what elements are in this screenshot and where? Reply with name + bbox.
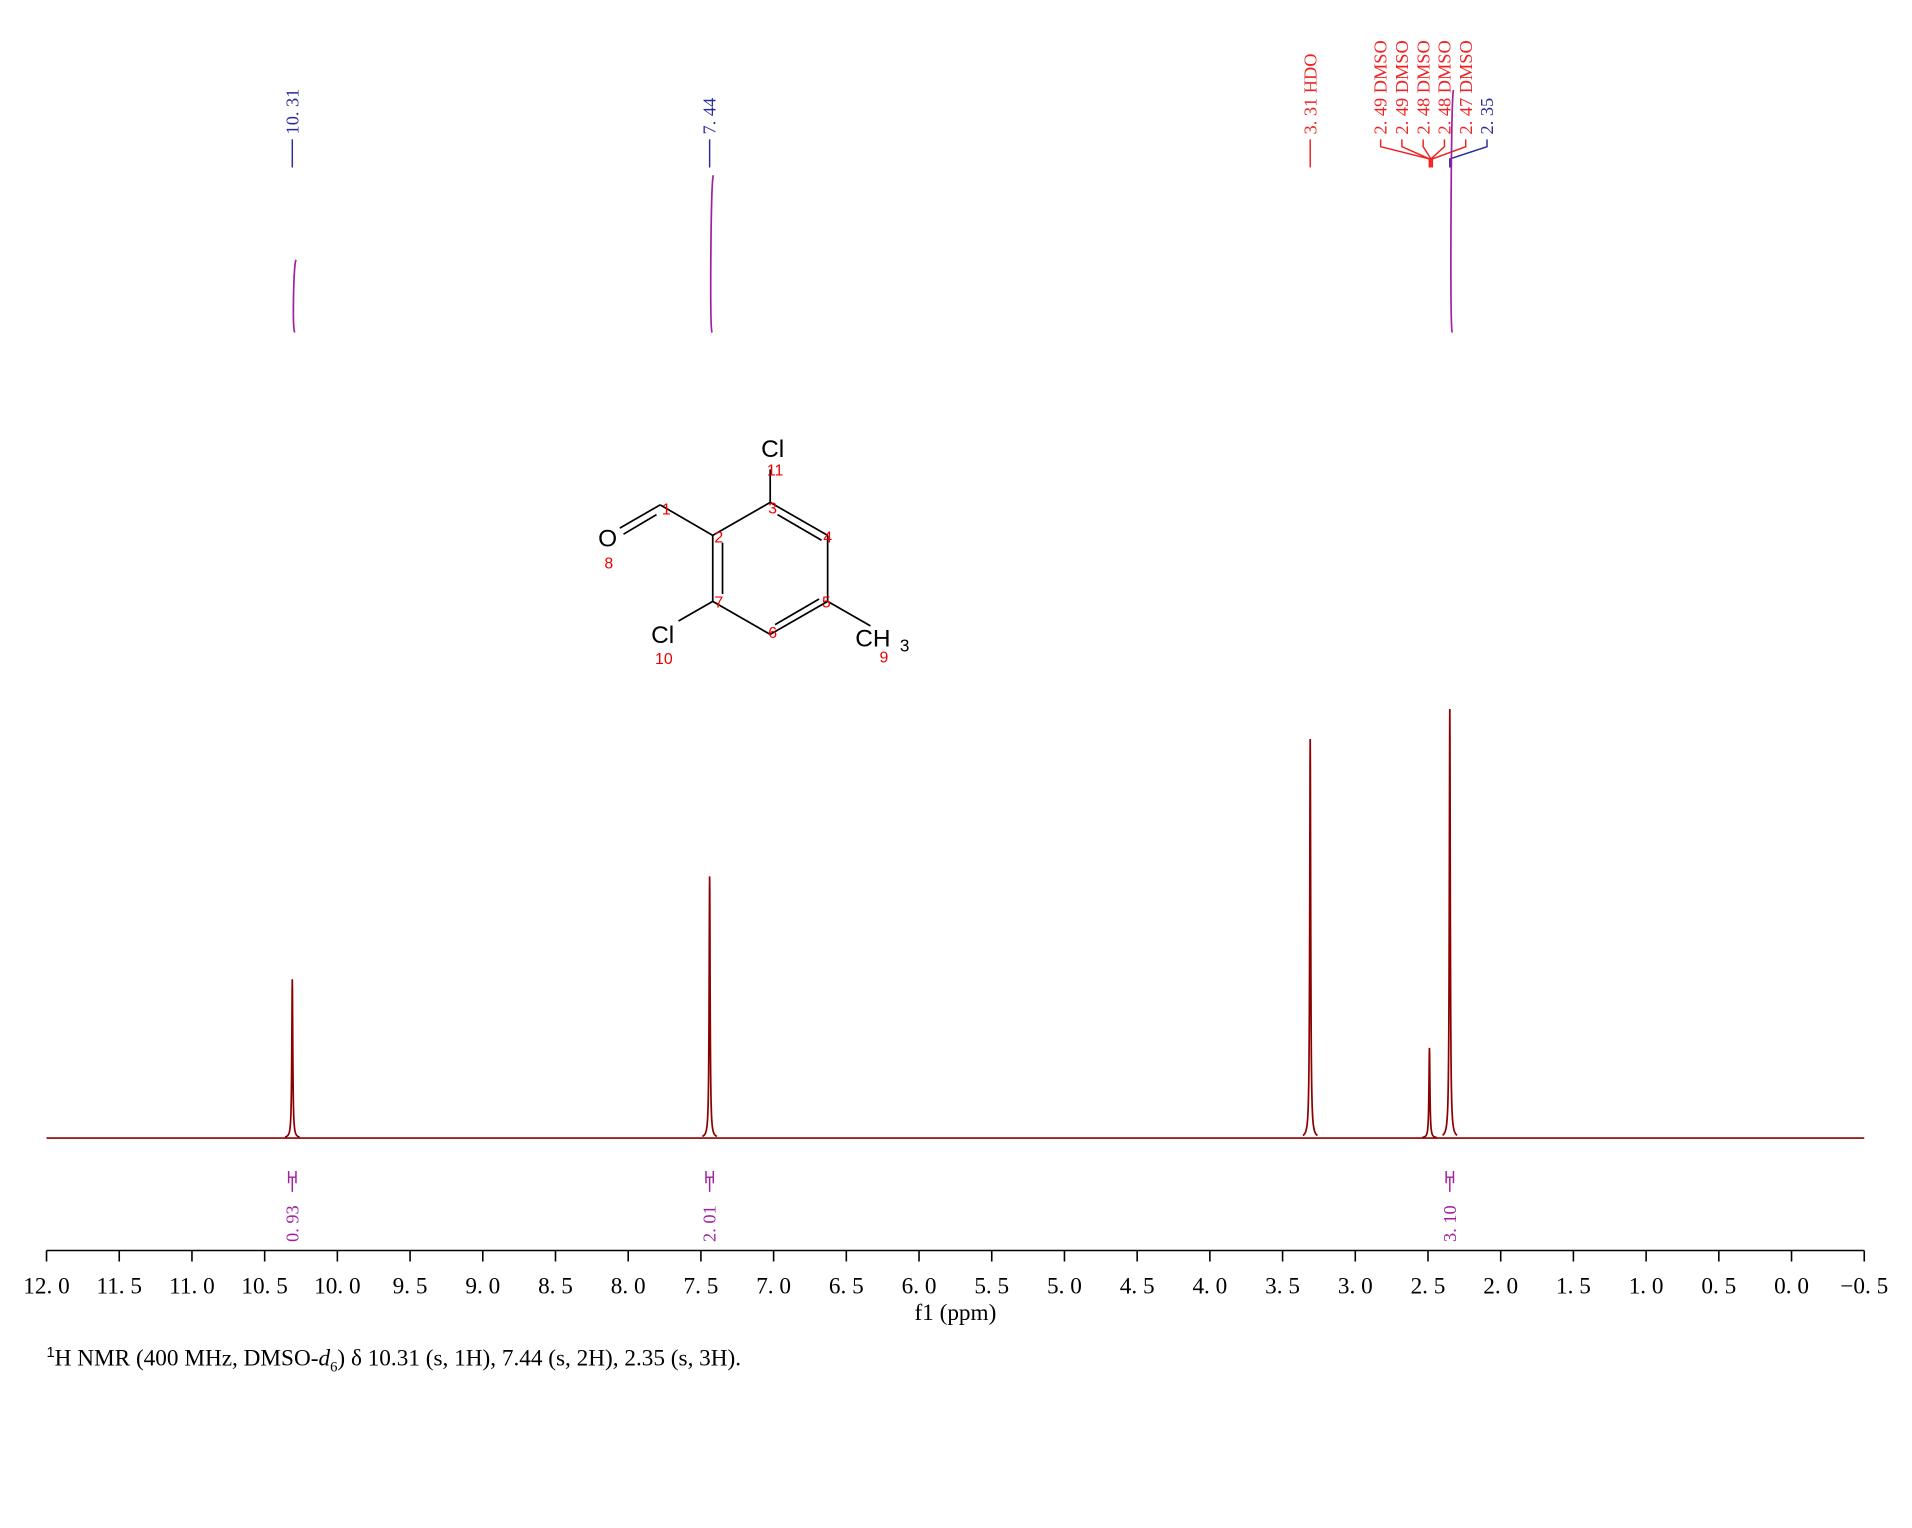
peak	[701, 876, 718, 1138]
atom-label: 3	[900, 637, 910, 656]
x-tick-label: 9. 0	[465, 1273, 500, 1299]
caption-italic: d	[318, 1345, 330, 1371]
x-tick-label: 1. 0	[1629, 1273, 1664, 1299]
x-tick-label: 2. 5	[1411, 1273, 1446, 1299]
peak-label-leader	[1379, 139, 1431, 168]
peak	[284, 979, 300, 1138]
peak-label-leader	[1430, 139, 1446, 168]
atom-number: 10	[655, 651, 673, 668]
integral-bracket	[705, 1171, 715, 1192]
x-tick-label: 6. 5	[829, 1273, 864, 1299]
integral-curve	[292, 259, 297, 333]
x-tick-label: 7. 5	[683, 1273, 718, 1299]
atom-label: O	[598, 525, 617, 552]
x-tick-label: 4. 0	[1192, 1273, 1227, 1299]
integral-label: 2. 01	[700, 1205, 720, 1242]
x-tick-label: 5. 5	[974, 1273, 1009, 1299]
bond	[769, 501, 829, 537]
x-tick-label: 9. 5	[393, 1273, 428, 1299]
x-tick-label: 3. 5	[1265, 1273, 1300, 1299]
x-tick-label: 12. 0	[23, 1273, 69, 1299]
integral-curve	[1450, 89, 1455, 333]
x-tick-label: 8. 5	[538, 1273, 573, 1299]
caption-sub: 6	[330, 1360, 337, 1376]
atom-number: 11	[767, 463, 784, 480]
caption-text: H NMR (400 MHz, DMSO-	[55, 1345, 319, 1371]
x-tick-label: −0. 5	[1840, 1273, 1888, 1299]
x-tick-label: 5. 0	[1047, 1273, 1082, 1299]
x-tick-label: 3. 0	[1338, 1273, 1373, 1299]
integral-curve	[709, 174, 715, 333]
peak-label: 2. 47 DMSO	[1456, 40, 1476, 134]
x-tick-label: 8. 0	[611, 1273, 646, 1299]
bond	[712, 501, 771, 537]
atom-number: 2	[714, 530, 723, 547]
integral-label: 0. 93	[282, 1205, 302, 1242]
peak-label: 3. 31 HDO	[1300, 54, 1320, 135]
caption-sup: 1	[47, 1345, 55, 1361]
structure	[619, 469, 871, 636]
atom-number: 8	[604, 555, 613, 572]
peak-label-leader	[1431, 139, 1467, 168]
atom-number: 6	[768, 625, 777, 642]
bond	[777, 513, 822, 542]
peak	[1302, 739, 1318, 1137]
peak	[1422, 1047, 1437, 1139]
x-tick-label: 4. 5	[1120, 1273, 1155, 1299]
integral-bracket	[287, 1171, 297, 1192]
atom-number: 4	[823, 530, 832, 547]
peak-label: 2. 48 DMSO	[1435, 40, 1455, 134]
peak-label: 2. 49 DMSO	[1371, 40, 1391, 134]
x-tick-label: 11. 0	[169, 1273, 215, 1299]
atom-label: Cl	[651, 622, 674, 649]
x-tick-label: 6. 0	[902, 1273, 937, 1299]
bond	[619, 504, 661, 529]
peak-label: 2. 49 DMSO	[1392, 40, 1412, 134]
x-tick-label: 11. 5	[96, 1273, 142, 1299]
peak-label: 2. 35	[1477, 98, 1497, 135]
x-tick-label: 10. 5	[241, 1273, 287, 1299]
integral-bracket	[1445, 1171, 1455, 1192]
bond	[678, 600, 714, 622]
x-tick-label: 0. 5	[1701, 1273, 1736, 1299]
bond	[712, 600, 771, 636]
bond	[774, 598, 820, 626]
atom-number: 1	[662, 502, 671, 519]
x-axis-label: f1 (ppm)	[914, 1300, 996, 1326]
peak	[1441, 708, 1458, 1137]
peak-label-leader	[1401, 139, 1431, 168]
caption: 1H NMR (400 MHz, DMSO-d6) δ 10.31 (s, 1H…	[47, 1345, 742, 1376]
bond	[827, 600, 871, 627]
peak-label-leader	[1449, 139, 1488, 168]
atom-number: 3	[768, 500, 777, 517]
bond	[659, 504, 714, 537]
atom-number: 9	[879, 650, 888, 667]
x-tick-label: 1. 5	[1556, 1273, 1591, 1299]
bond	[623, 513, 657, 535]
atom-label: Cl	[761, 436, 784, 463]
peak-label: 10. 31	[282, 89, 302, 135]
x-tick-label: 2. 0	[1483, 1273, 1518, 1299]
atom-number: 5	[822, 595, 831, 612]
x-tick-label: 7. 0	[756, 1273, 791, 1299]
atom-number: 7	[714, 595, 723, 612]
atom-label: CH	[855, 626, 890, 653]
x-tick-label: 10. 0	[314, 1273, 360, 1299]
bond	[769, 600, 829, 636]
peak-label: 2. 48 DMSO	[1413, 40, 1433, 134]
caption-text: ) δ 10.31 (s, 1H), 7.44 (s, 2H), 2.35 (s…	[337, 1345, 741, 1371]
integral-label: 3. 10	[1440, 1205, 1460, 1242]
x-tick-label: 0. 0	[1774, 1273, 1809, 1299]
peak-label: 7. 44	[700, 98, 720, 135]
